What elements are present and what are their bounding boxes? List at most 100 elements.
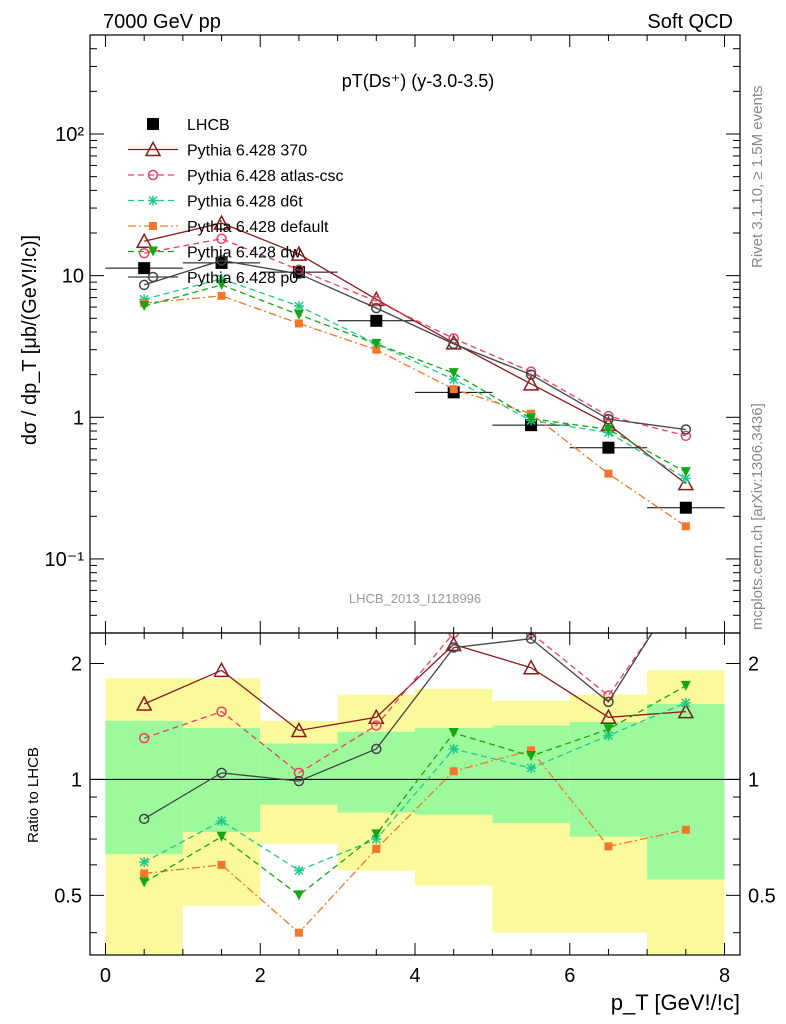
ratio-point-p0 [138, 813, 150, 825]
bottom-xtick-label: 6 [564, 965, 575, 987]
series-line-default [144, 295, 687, 527]
point-default [217, 291, 226, 300]
ratio-point-p0 [448, 642, 459, 653]
ratio-point-default [217, 860, 226, 869]
point-default [294, 319, 303, 328]
ratio-line-dw [143, 685, 687, 897]
ratio-point-atlascsc [216, 706, 227, 717]
ratio-point-p0 [603, 696, 614, 708]
top-ytick-label: 10⁻¹ [45, 549, 85, 571]
point-p0 [448, 338, 459, 350]
ratio-point-p0 [293, 775, 305, 787]
uncertainty-band-inner [492, 725, 570, 824]
ratio-point-dw [603, 724, 614, 735]
point-dw [293, 309, 304, 320]
uncertainty-band-inner [260, 743, 338, 805]
point-atlascsc [216, 233, 227, 245]
bottom-xtick-label: 0 [100, 965, 111, 987]
ratio-series-p0 [138, 575, 690, 825]
point-p0 [138, 279, 150, 291]
uncertainty-band-inner [647, 703, 725, 880]
ratio-point-dw [680, 680, 691, 691]
point-p370 [213, 214, 230, 230]
ratio-point-dw [293, 890, 304, 901]
legend-marker [147, 271, 159, 283]
legend-label: Pythia 6.428 p0 [187, 270, 298, 287]
uncertainty-band-inner [105, 720, 183, 855]
ratio-point-p370 [135, 695, 153, 711]
ratio-point-p370 [213, 661, 230, 678]
category-label: Soft QCD [647, 11, 733, 33]
rivet-label: Rivet 3.1.10, ≥ 1.5M events [749, 86, 766, 269]
top-ytick-label: 1 [73, 407, 84, 429]
point-atlascsc [525, 366, 537, 377]
ratio-ytick-label-right: 1 [748, 769, 759, 791]
series-line-dw [143, 284, 687, 473]
ratio-point-dw [139, 877, 150, 888]
mcplots-label: mcplots.cern.ch [arXiv:1306.3436] [749, 403, 766, 630]
legend-item-p370: Pythia 6.428 370 [128, 140, 307, 160]
ratio-point-default [681, 825, 690, 834]
point-p370 [135, 232, 153, 248]
ratio-point-p370 [368, 708, 385, 725]
point-data [138, 262, 151, 275]
top-ytick-label: 10 [62, 266, 84, 288]
legend-marker [148, 195, 158, 206]
point-default [604, 469, 613, 478]
legend-marker [147, 118, 159, 130]
x-axis-title: p_T [GeV!/!c] [611, 990, 740, 1015]
series-p0 [138, 255, 692, 435]
bottom-xtick-label: 8 [719, 965, 730, 987]
legend-label: Pythia 6.428 dw [187, 245, 301, 262]
ratio-point-dw [526, 751, 537, 762]
series-atlascsc [138, 233, 692, 442]
ratio-point-p370 [522, 659, 540, 675]
ratio-line-p370 [143, 643, 686, 732]
point-dw [139, 301, 150, 312]
legend-item-dw: Pythia 6.428 dw [128, 245, 301, 262]
ratio-point-dw [371, 829, 382, 840]
ratio-point-p0 [681, 575, 690, 584]
ratio-point-default [604, 842, 613, 851]
ratio-point-atlascsc [138, 732, 150, 744]
ratio-point-p370 [600, 708, 617, 725]
legend-label: Pythia 6.428 370 [187, 143, 307, 160]
point-p370 [522, 375, 540, 391]
ratio-series-p370 [135, 635, 695, 738]
ratio-series-dw [139, 680, 691, 901]
ratio-point-atlascsc [293, 767, 305, 779]
top-ytick-label: 10² [55, 124, 84, 146]
series-line-p370 [144, 222, 687, 485]
ratio-line-d6t [143, 702, 687, 872]
legend-marker [148, 246, 158, 257]
y-axis-title: dσ / dp_T [μb/(GeV!/!c)] [19, 235, 41, 445]
point-p370 [677, 475, 695, 491]
point-p0 [216, 255, 227, 266]
ratio-ytick-label-left: 0.5 [54, 885, 82, 907]
point-d6t [293, 301, 304, 312]
ratio-point-d6t [139, 857, 150, 868]
point-default [681, 522, 690, 531]
point-data [602, 441, 615, 454]
legend-item-data: LHCB [147, 117, 230, 134]
point-atlascsc [680, 430, 692, 442]
ratio-point-atlascsc [371, 720, 382, 731]
legend-label: Pythia 6.428 atlas-csc [187, 168, 344, 185]
ratio-ytick-label-left: 2 [71, 653, 82, 675]
point-p0 [371, 302, 382, 314]
point-dw [526, 413, 537, 424]
ratio-point-d6t [603, 730, 614, 741]
ratio-point-default [294, 928, 303, 937]
plot-title: pT(Ds⁺) (y-3.0-3.5) [342, 71, 495, 91]
ratio-point-default [140, 869, 149, 878]
point-dw [680, 467, 691, 478]
ratio-point-default [372, 844, 381, 853]
ratio-axis-title: Ratio to LHCB [25, 747, 42, 843]
ratio-point-d6t [526, 763, 537, 774]
bottom-xtick-label: 4 [409, 965, 420, 987]
ratio-ytick-label-right: 0.5 [748, 885, 776, 907]
point-default [372, 345, 381, 354]
series-line-atlascsc [144, 238, 686, 437]
ratio-point-default [527, 746, 536, 755]
